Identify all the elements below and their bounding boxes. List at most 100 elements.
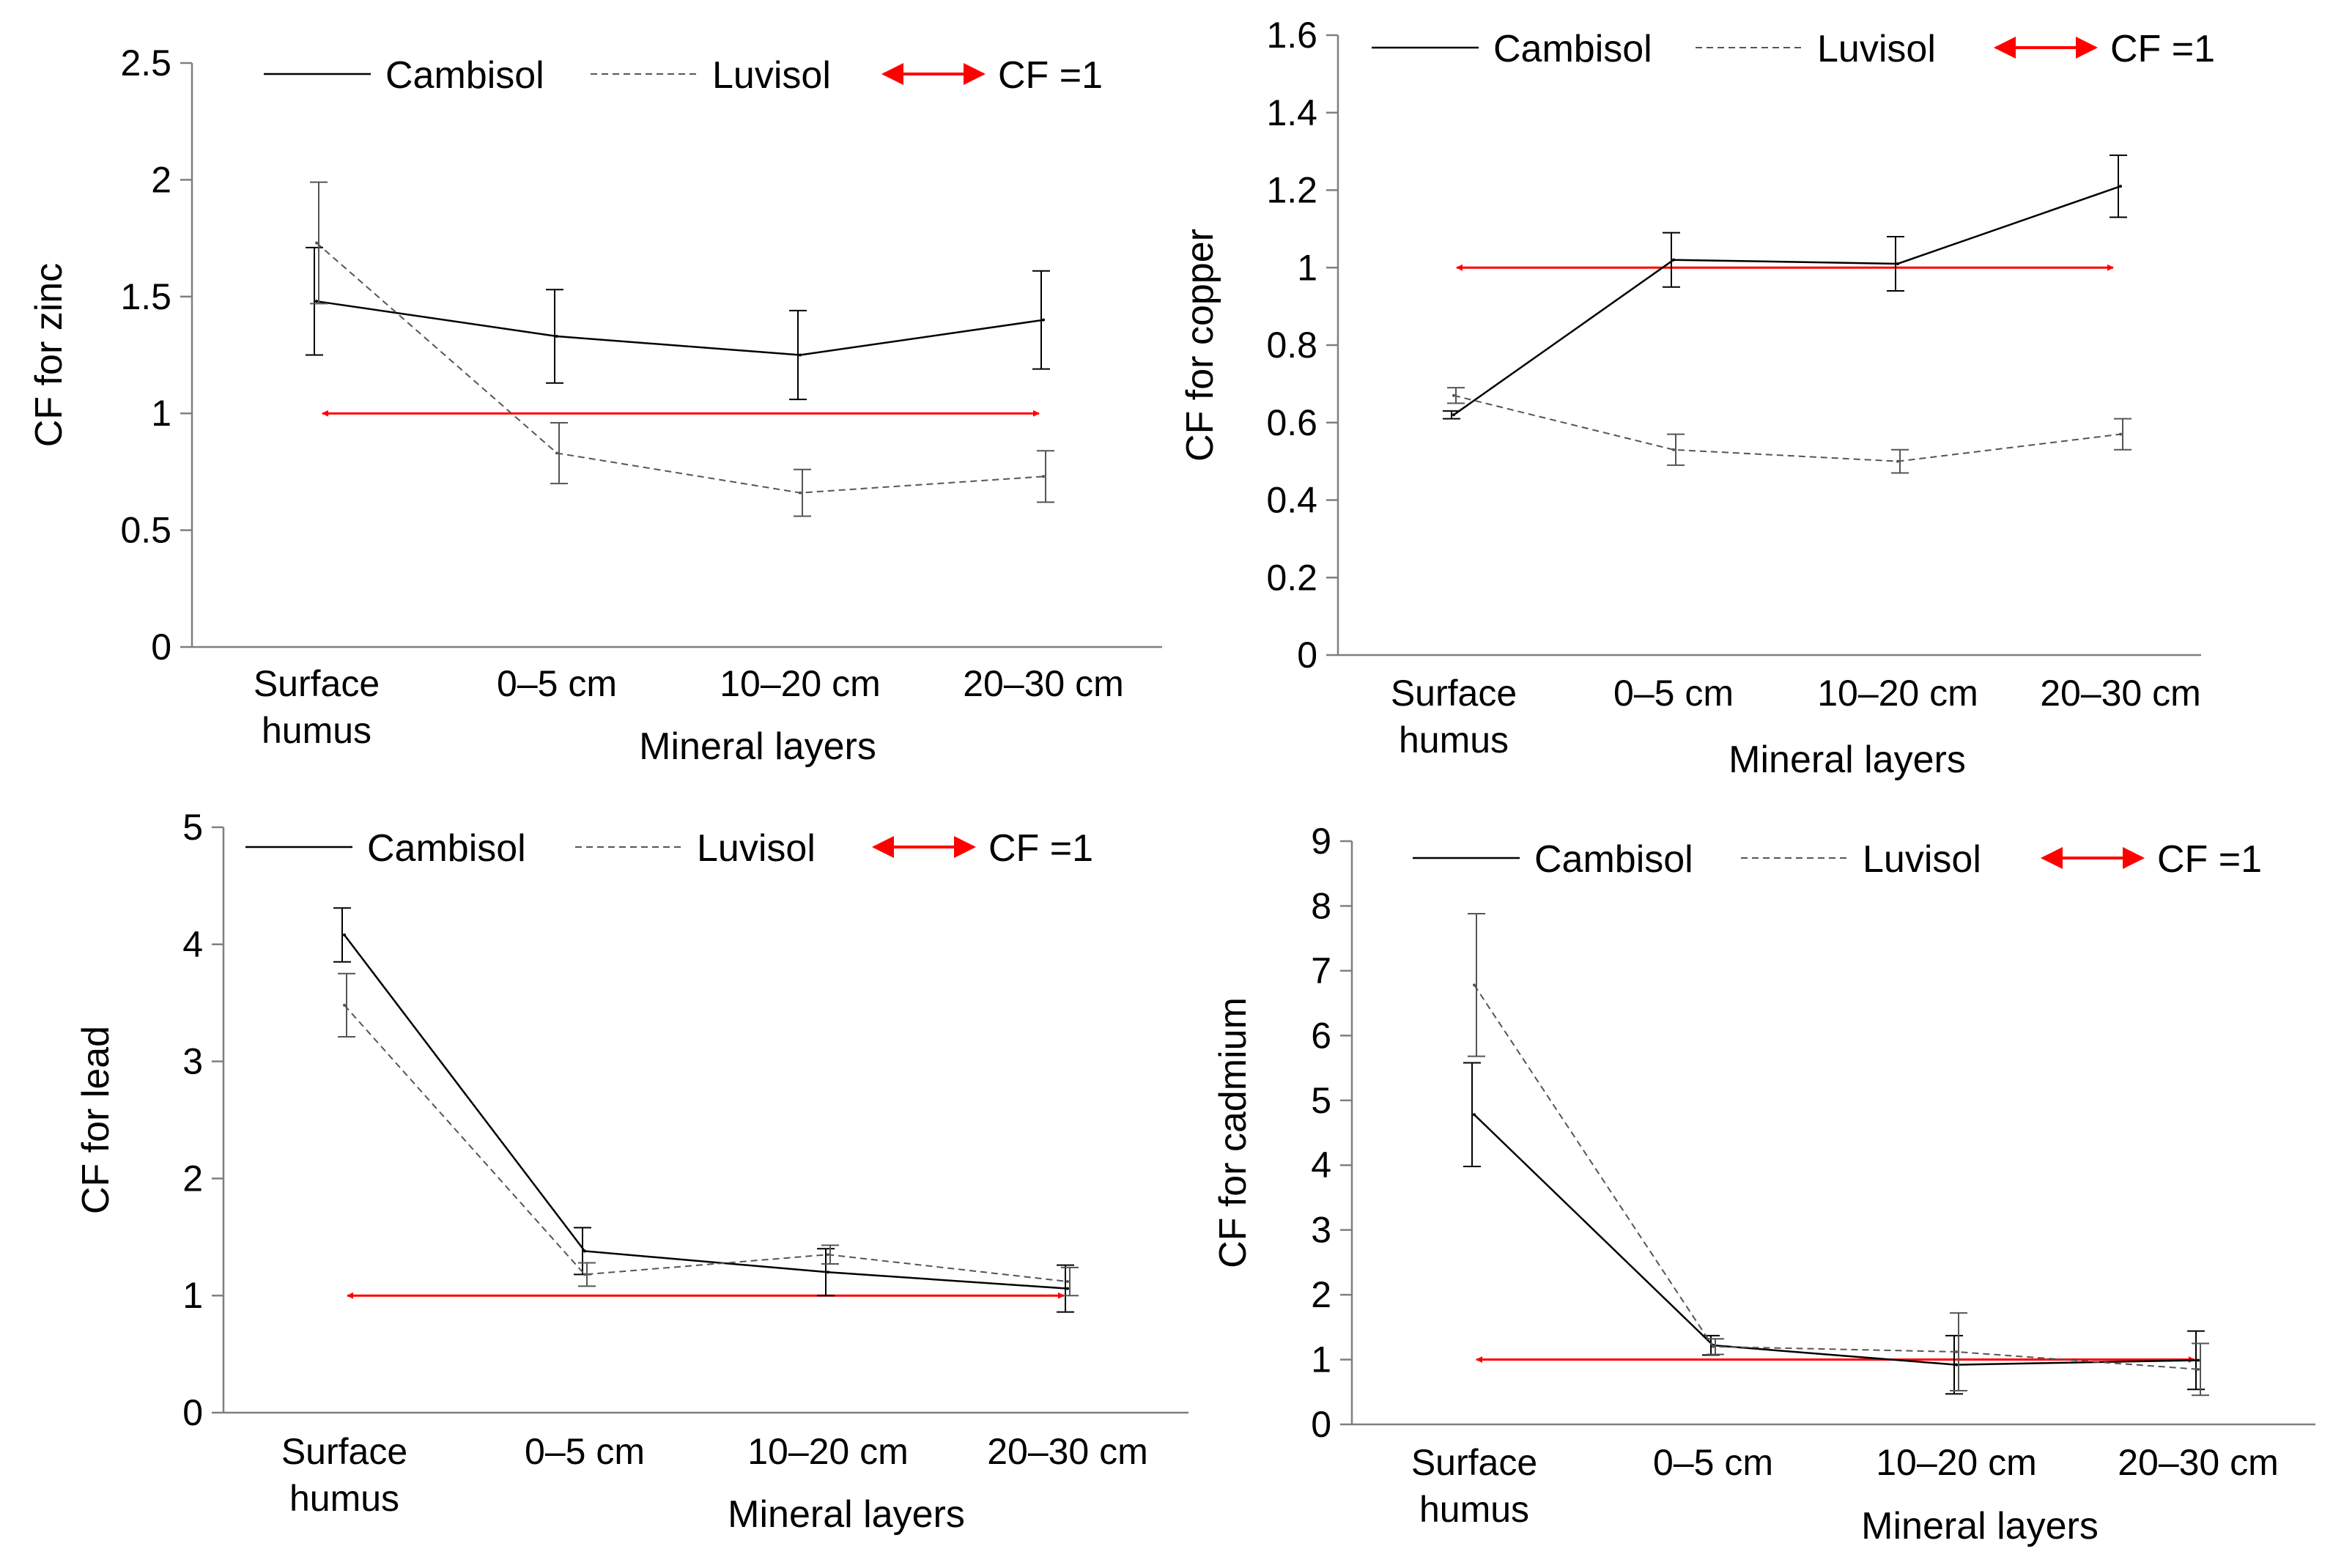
data-point-luvisol <box>555 451 558 455</box>
y-tick-label: 1.6 <box>1266 15 1317 56</box>
data-line-cambisol <box>1474 1114 2199 1366</box>
legend: Cambisol Luvisol CF =1 <box>1372 28 2215 70</box>
x-tick-label: humus <box>1399 720 1509 761</box>
x-axis-title: Mineral layers <box>728 1493 965 1536</box>
legend-label-cambisol: Cambisol <box>385 54 544 97</box>
data-point-cambisol <box>799 353 802 357</box>
data-line-luvisol <box>1453 394 2121 462</box>
legend-label-cf: CF =1 <box>2110 28 2215 70</box>
series-luvisol <box>338 972 1079 1297</box>
data-point-cambisol <box>1066 1287 1069 1290</box>
y-tick-label: 1.5 <box>120 276 171 317</box>
data-point-cambisol <box>1672 258 1675 262</box>
y-tick-label: 0 <box>1297 635 1317 676</box>
legend-label-cambisol: Cambisol <box>367 827 526 870</box>
series-cambisol <box>1463 1062 2205 1395</box>
y-tick-label: 2 <box>1311 1274 1331 1315</box>
x-tick-label: 0–5 cm <box>497 663 617 704</box>
chart-panel-zinc: 0 0.5 1 1.5 2 2.5 Surface humus 0–5 cm 10–20 cm 20… <box>28 42 1162 768</box>
legend-label-cambisol: Cambisol <box>1534 838 1693 881</box>
data-point-luvisol <box>799 491 802 495</box>
y-tick-label: 0 <box>182 1392 203 1433</box>
legend-label-cf: CF =1 <box>998 54 1103 97</box>
x-tick-label: humus <box>289 1478 399 1519</box>
y-tick-label: 6 <box>1311 1015 1331 1056</box>
y-tick-label: 4 <box>182 924 203 965</box>
data-point-cambisol <box>1955 1363 1958 1367</box>
data-line-luvisol <box>344 1005 1068 1283</box>
x-tick-label: Surface <box>254 663 380 704</box>
x-tick-label: 20–30 cm <box>963 663 1124 704</box>
y-tick-label: 2 <box>151 159 171 200</box>
chart-panel-cadmium: 0 1 2 3 4 5 6 7 8 9 Surface humus 0–5 cm 10–20 cm 20–3… <box>1212 821 2315 1547</box>
y-axis-title: CF for lead <box>75 1026 117 1214</box>
data-point-cambisol <box>827 1271 829 1274</box>
data-point-luvisol <box>827 1253 829 1257</box>
y-tick-label: 1 <box>151 393 171 434</box>
y-tick-label: 1.4 <box>1266 92 1317 133</box>
series-luvisol <box>310 181 1054 517</box>
legend-label-luvisol: Luvisol <box>1817 28 1936 70</box>
legend: Cambisol Luvisol CF =1 <box>245 827 1093 870</box>
legend-label-luvisol: Luvisol <box>1863 838 1981 881</box>
data-point-cambisol <box>315 300 318 303</box>
series-cambisol <box>1443 154 2127 420</box>
y-tick-label: 1 <box>1297 247 1317 288</box>
data-point-luvisol <box>315 241 318 245</box>
legend-label-cambisol: Cambisol <box>1493 28 1652 70</box>
legend-label-cf: CF =1 <box>988 827 1093 870</box>
data-point-cambisol <box>1452 413 1455 417</box>
y-tick-label: 0.8 <box>1266 325 1317 366</box>
data-point-cambisol <box>583 1249 586 1253</box>
data-point-luvisol <box>1473 983 1476 987</box>
data-point-cambisol <box>2119 185 2122 188</box>
y-tick-label: 2.5 <box>120 42 171 84</box>
data-point-luvisol <box>1066 1280 1069 1284</box>
x-tick-label: 20–30 cm <box>2040 673 2201 714</box>
y-tick-label: 1 <box>1311 1339 1331 1380</box>
data-point-cambisol <box>2197 1358 2200 1362</box>
data-line-cambisol <box>316 300 1044 356</box>
legend: Cambisol Luvisol CF =1 <box>264 54 1103 97</box>
x-tick-label: 10–20 cm <box>747 1431 909 1472</box>
x-tick-label: 10–20 cm <box>1817 673 1978 714</box>
series-luvisol <box>1447 387 2132 474</box>
chart-panel-lead: 0 1 2 3 4 5 Surface humus 0–5 cm 10–20 cm 20–30 cm… <box>75 807 1188 1536</box>
y-tick-label: 7 <box>1311 950 1331 991</box>
y-tick-label: 1 <box>182 1275 203 1316</box>
y-axis-title: CF for cadmium <box>1212 997 1254 1268</box>
data-line-luvisol <box>1474 984 2199 1370</box>
x-tick-label: 20–30 cm <box>987 1431 1148 1472</box>
legend-label-luvisol: Luvisol <box>712 54 831 97</box>
y-tick-label: 9 <box>1311 821 1331 862</box>
y-tick-label: 4 <box>1311 1144 1331 1186</box>
data-point-luvisol <box>1452 393 1455 397</box>
y-tick-label: 0.5 <box>120 510 171 551</box>
data-point-luvisol <box>1672 448 1675 451</box>
data-point-cambisol <box>1473 1113 1476 1117</box>
y-tick-label: 3 <box>1311 1210 1331 1251</box>
data-line-luvisol <box>316 242 1044 494</box>
y-tick-label: 0 <box>1311 1404 1331 1445</box>
y-tick-label: 0.6 <box>1266 402 1317 443</box>
data-point-luvisol <box>2119 432 2122 436</box>
y-tick-label: 5 <box>182 807 203 848</box>
x-tick-label: Surface <box>281 1431 407 1472</box>
data-point-luvisol <box>1896 459 1899 463</box>
x-tick-label: 0–5 cm <box>1613 673 1734 714</box>
data-line-cambisol <box>344 934 1068 1290</box>
x-axis-title: Mineral layers <box>639 725 876 768</box>
data-line-cambisol <box>1453 185 2121 416</box>
x-tick-label: 0–5 cm <box>525 1431 645 1472</box>
x-axis-title: Mineral layers <box>1729 739 1966 781</box>
x-tick-label: 10–20 cm <box>720 663 881 704</box>
x-tick-label: 0–5 cm <box>1653 1442 1773 1483</box>
y-tick-label: 0.2 <box>1266 557 1317 598</box>
y-tick-label: 8 <box>1311 885 1331 926</box>
x-tick-label: humus <box>262 710 371 751</box>
y-axis-title: CF for zinc <box>28 263 70 447</box>
y-tick-label: 2 <box>182 1158 203 1199</box>
legend-label-luvisol: Luvisol <box>697 827 816 870</box>
series-cambisol <box>333 907 1074 1313</box>
y-axis-title: CF for copper <box>1179 229 1221 462</box>
